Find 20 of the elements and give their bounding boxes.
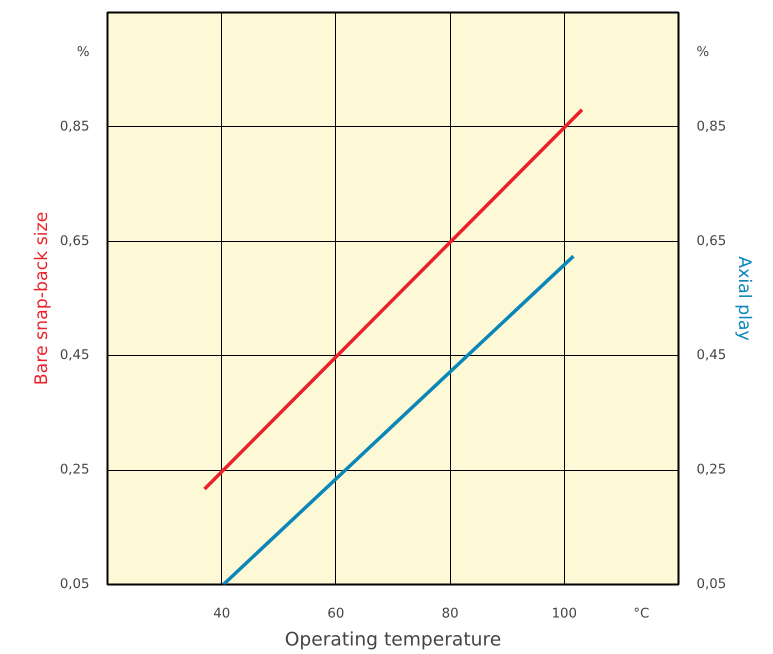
y-tick-label: 0,25 bbox=[60, 462, 90, 478]
text: °C bbox=[633, 606, 650, 622]
x-axis-title: Operating temperature bbox=[284, 630, 502, 650]
x-tick-label: 60 bbox=[327, 606, 344, 622]
y2-tick-label: 0,45 bbox=[696, 348, 726, 364]
text: % bbox=[76, 45, 90, 60]
y2-tick-label: 0,25 bbox=[696, 462, 726, 478]
x-tick-label: 40 bbox=[213, 606, 230, 622]
y-tick-label: 0,05 bbox=[60, 577, 90, 592]
x-tick-label: 80 bbox=[442, 606, 459, 622]
y-tick-label: 0,65 bbox=[60, 234, 90, 249]
y2-tick-label: 0,05 bbox=[696, 577, 726, 592]
y2-tick-label: 0,65 bbox=[696, 234, 726, 249]
y2-tick-label: 0,85 bbox=[696, 119, 726, 134]
y-tick-label: 0,85 bbox=[60, 119, 90, 134]
y-tick-label: 0,45 bbox=[60, 348, 90, 364]
y-axis-title: Bare snap-back size bbox=[32, 212, 52, 386]
y2-axis-title: Axial play bbox=[734, 256, 754, 341]
text: % bbox=[696, 45, 710, 60]
x-tick-label: 100 bbox=[552, 606, 578, 622]
